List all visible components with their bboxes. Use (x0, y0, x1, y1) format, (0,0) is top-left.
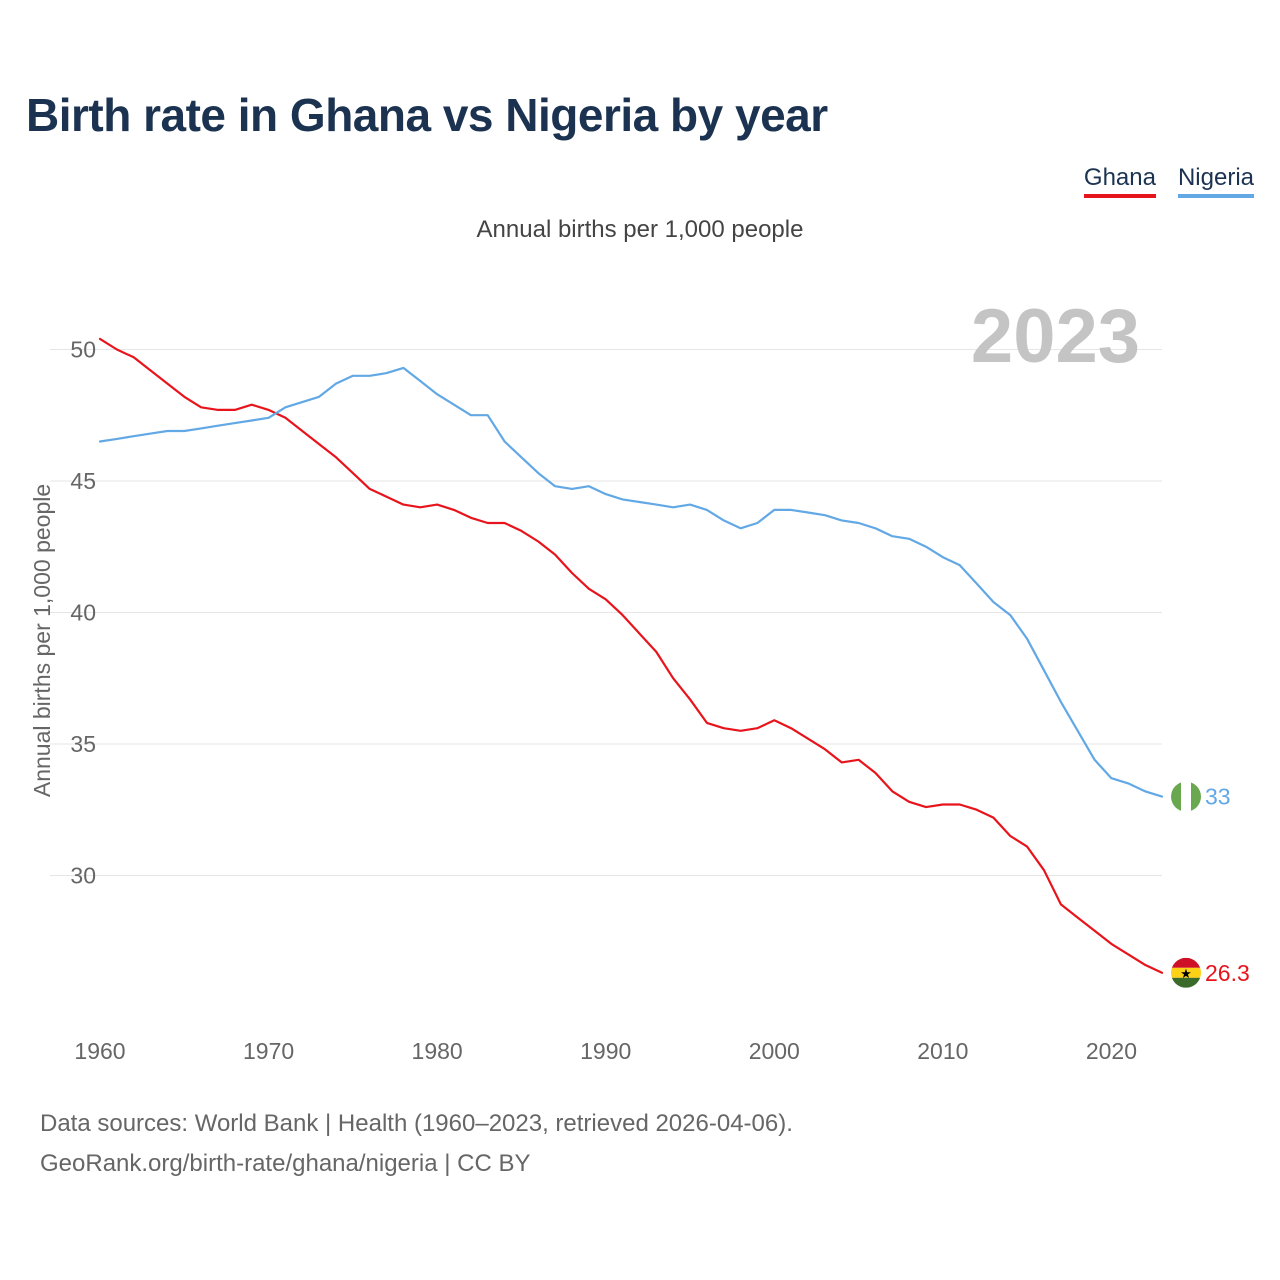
nigeria-flag-icon (1171, 781, 1201, 812)
y-tick-label: 30 (70, 862, 96, 888)
ghana-end-value-label: 26.3 (1205, 960, 1250, 986)
y-tick-label: 40 (70, 599, 96, 625)
nigeria-end-value-label: 33 (1205, 784, 1231, 810)
y-tick-label: 50 (70, 336, 96, 362)
nigeria-flag-fill (1171, 781, 1201, 812)
x-tick-label: 1980 (412, 1038, 463, 1064)
sources-line-1: Data sources: World Bank | Health (1960–… (40, 1110, 793, 1137)
series-line-nigeria (98, 366, 1164, 798)
year-watermark: 2023 (971, 294, 1140, 379)
ghana-flag-star: ★ (1180, 967, 1192, 982)
sources-line-2[interactable]: GeoRank.org/birth-rate/ghana/nigeria | C… (40, 1150, 531, 1177)
x-tick-label: 2020 (1086, 1038, 1137, 1064)
ghana-flag-red (1171, 957, 1201, 968)
x-tick-label: 1990 (580, 1038, 631, 1064)
y-tick-label: 35 (70, 731, 96, 757)
legend: Ghana Nigeria (1083, 164, 1254, 198)
x-tick-label: 2010 (917, 1038, 968, 1064)
ghana-flag-green (1171, 977, 1201, 988)
ghana-flag-gold (1171, 967, 1201, 978)
legend-item-ghana[interactable]: Ghana (1083, 164, 1156, 198)
nigeria-flag-white (1181, 781, 1191, 812)
chart-subtitle: Annual births per 1,000 people (476, 216, 804, 243)
y-axis-label: Annual births per 1,000 people (29, 484, 55, 797)
ghana-flag-fill: ★ (1171, 957, 1201, 988)
ghana-flag-icon: ★ (1171, 957, 1201, 988)
chart-title: Birth rate in Ghana vs Nigeria by year (26, 89, 828, 141)
series-line-ghana (98, 337, 1164, 974)
x-tick-label: 2000 (749, 1038, 800, 1064)
data-sources: Data sources: World Bank | Health (1960–… (40, 1104, 793, 1184)
nigeria-flag-green-right (1191, 781, 1201, 812)
legend-item-nigeria[interactable]: Nigeria (1177, 164, 1254, 198)
x-tick-label: 1960 (74, 1038, 125, 1064)
x-tick-label: 1970 (243, 1038, 294, 1064)
y-tick-label: 45 (70, 468, 96, 494)
nigeria-flag-green-left (1171, 781, 1181, 812)
